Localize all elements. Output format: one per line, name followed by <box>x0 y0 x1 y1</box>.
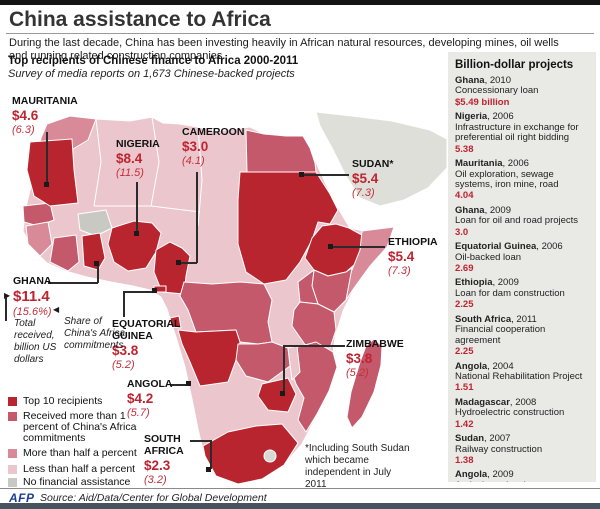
leader-line <box>180 262 197 264</box>
leader-dot <box>94 261 99 266</box>
projects-panel: Billion-dollar projects Ghana2010 Conces… <box>448 52 596 482</box>
africa-map <box>22 111 448 485</box>
map-label-angola: ANGOLA $4.2 (5.7) <box>127 378 173 420</box>
annotation-bracket <box>5 297 7 321</box>
top-bar <box>0 0 600 5</box>
country-shape-zimbabwe <box>257 377 297 413</box>
country-shape-somalia <box>341 226 395 301</box>
project-item: Sudan2007 Railway construction 1.38 <box>455 433 589 466</box>
region-arabia <box>315 111 448 207</box>
project-item: Ghana2009 Loan for oil and road projects… <box>455 205 589 238</box>
leader-line <box>332 246 385 248</box>
map-label-ghana: GHANA $11.4 (15.6%) <box>13 275 52 319</box>
map-label-zimbabwe: ZIMBABWE $3.8 (5.2) <box>346 338 404 380</box>
country-shape-uganda <box>297 269 319 305</box>
project-item: Madagascar2008 Hydroelectric constructio… <box>455 397 589 430</box>
country-shape-burkina <box>77 209 113 237</box>
leader-line <box>97 264 99 283</box>
leader-line <box>48 282 98 284</box>
map-heading: Top recipients of Chinese finance to Afr… <box>8 55 299 67</box>
map-label-sudan: SUDAN* $5.4 (7.3) <box>352 158 394 200</box>
legend-swatch-light-pink <box>8 465 17 474</box>
annotation-total: Total received, billion US dollars <box>14 318 57 365</box>
internal-borders <box>93 116 203 227</box>
map-label-equatorial-guinea: EQUATORIAL GUINEA $3.8 (5.2) <box>112 318 181 372</box>
leader-dot <box>134 231 139 236</box>
leader-line <box>190 440 211 442</box>
country-shape-sudan <box>237 171 339 285</box>
leader-dot <box>186 381 191 386</box>
map-footnote: *Including South Sudan which became inde… <box>305 443 410 490</box>
country-shape-cabinda <box>169 315 182 329</box>
leader-line <box>136 182 138 234</box>
legend-swatch-pink <box>8 449 17 458</box>
leader-line <box>303 174 349 176</box>
map-label-south-africa: SOUTH AFRICA $2.3 (3.2) <box>144 433 184 487</box>
legend-item-top10: Top 10 recipients <box>8 395 102 407</box>
country-shape-lesotho <box>263 449 277 463</box>
country-shape-mauritania <box>26 138 79 207</box>
country-shape-nigeria <box>107 220 162 272</box>
legend-item-under-half: Less than half a percent <box>8 463 135 475</box>
annotation-share: Share of China's Africa commitments <box>64 316 126 351</box>
country-shape-guinea <box>25 221 53 257</box>
legend-swatch-medium-red <box>8 412 17 421</box>
map-label-nigeria: NIGERIA $8.4 (11.5) <box>116 138 160 180</box>
arrow-right-icon: ▶ <box>4 291 11 300</box>
leader-line <box>210 440 212 469</box>
project-item: Nigeria2006 Infrastructure in exchange f… <box>455 111 589 155</box>
bottom-bar <box>0 503 600 509</box>
country-shape-tanzania <box>291 301 337 349</box>
map-subheading: Survey of media reports on 1,673 Chinese… <box>8 68 295 80</box>
leader-dot <box>206 467 211 472</box>
source-credit: Source: Aid/Data/Center for Global Devel… <box>40 492 267 504</box>
country-shape-malawi <box>287 345 301 381</box>
legend-swatch-gray <box>8 478 17 487</box>
legend-item-over-1pct: Received more than 1 percent of China's … <box>8 410 141 444</box>
leader-line <box>196 172 198 263</box>
project-item: Mauritania2006 Oil exploration, sewage s… <box>455 158 589 202</box>
project-item: Equatorial Guinea2006 Oil-backed loan 2.… <box>455 241 589 274</box>
leader-line <box>283 345 285 393</box>
footer-divider <box>0 488 600 489</box>
country-shape-ghana <box>81 232 106 271</box>
leader-dot <box>280 391 285 396</box>
leader-dot <box>176 260 181 265</box>
project-item: Angola2009 Agriculture development 1.20 <box>455 469 589 482</box>
country-shape-egypt <box>245 129 317 173</box>
afp-logo: AFP <box>9 491 35 505</box>
leader-dot <box>152 288 157 293</box>
project-item: Ghana2010 Concessionary loan $5.49 billi… <box>455 75 589 108</box>
leader-dot <box>44 182 49 187</box>
country-shape-ivory-coast <box>49 234 80 272</box>
country-shape-south-africa <box>202 423 299 485</box>
project-item: Angola2004 National Rehabilitation Proje… <box>455 361 589 394</box>
project-item: South Africa2011 Financial cooperation a… <box>455 314 589 358</box>
leader-line <box>283 345 345 347</box>
map-label-ethiopia: ETHIOPIA $5.4 (7.3) <box>388 236 438 278</box>
page-title: China assistance to Africa <box>9 8 271 31</box>
projects-panel-title: Billion-dollar projects <box>455 59 574 71</box>
leader-dot <box>299 172 304 177</box>
arrow-left-icon: ◀ <box>53 305 60 314</box>
legend-item-over-half: More than half a percent <box>8 447 137 459</box>
project-item: Ethiopia2009 Loan for dam construction 2… <box>455 277 589 310</box>
page-subtitle: During the last decade, China has been i… <box>9 37 559 62</box>
country-shape-cameroon <box>153 241 191 295</box>
country-shape-madagascar <box>346 338 383 429</box>
leader-line <box>123 291 125 317</box>
country-shape-angola <box>177 329 241 387</box>
leader-line <box>123 291 153 293</box>
leader-dot <box>328 244 333 249</box>
leader-line <box>170 384 186 386</box>
title-divider <box>6 33 594 34</box>
map-label-cameroon: CAMEROON $3.0 (4.1) <box>182 126 245 168</box>
country-shape-mozambique <box>289 341 338 433</box>
leader-line <box>46 132 48 184</box>
legend-item-none: No financial assistance <box>8 476 130 488</box>
legend-swatch-dark-red <box>8 397 17 406</box>
map-label-mauritania: MAURITANIA $4.6 (6.3) <box>12 95 78 137</box>
